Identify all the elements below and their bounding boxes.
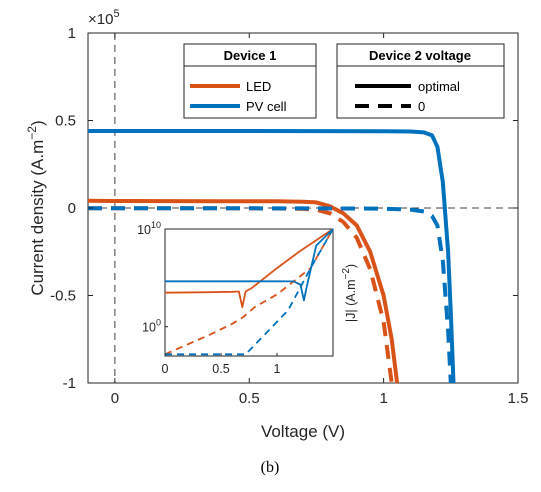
legend-voltage: Device 2 voltage optimal 0: [336, 43, 505, 119]
x-axis-label: Voltage (V): [261, 422, 345, 441]
legend-pv-label: PV cell: [246, 99, 287, 114]
y-tick-label: -1: [63, 375, 76, 392]
x-tick-label: 1.5: [508, 390, 529, 407]
x-tick-label: 0: [111, 390, 119, 407]
series-line-led-solid: [87, 198, 400, 384]
inset-axis-ticks: 0 0.5 1 100 1010: [137, 220, 280, 376]
inset-y-tick-label: 1010: [137, 220, 161, 237]
inset-series-lines: [164, 228, 334, 356]
y-axis-label: Current density (A.m−2): [25, 120, 47, 295]
legend-device: Device 1 LED PV cell: [183, 43, 317, 119]
series-line-pv-cell-dashed: [88, 206, 453, 384]
y-tick-label: 0: [68, 200, 76, 217]
inset-x-tick-label: 0.5: [212, 362, 229, 376]
legend-optimal-label: optimal: [418, 79, 460, 94]
y-tick-label: 1: [68, 25, 76, 42]
series-line-pv-cell-solid: [88, 129, 456, 384]
inset-y-tick-label: 100: [142, 318, 161, 335]
inset-x-tick-label: 0: [162, 362, 169, 376]
y-tick-label: 0.5: [55, 113, 76, 130]
inset-series-line-pv-cell-dashed: [165, 228, 334, 356]
inset-series-line-led-solid: [164, 228, 334, 309]
x-tick-label: 0.5: [239, 390, 260, 407]
legend-device-title: Device 1: [224, 48, 277, 63]
x-tick-label: 1: [379, 390, 387, 407]
legend-zero-label: 0: [418, 99, 425, 114]
figure-caption: (b): [261, 459, 280, 476]
inset-series-line-led-dashed: [164, 228, 334, 356]
legend-led-label: LED: [246, 79, 271, 94]
inset-chart: 0 0.5 1 100 1010 |J| (A.m−2): [137, 220, 358, 376]
main-series-lines: [87, 129, 456, 384]
inset-series-line-pv-cell-solid: [165, 228, 334, 302]
y-tick-label: -0.5: [50, 288, 76, 305]
inset-x-tick-label: 1: [274, 362, 281, 376]
main-axis-ticks: 0 0.5 1 1.5 -1 -0.5 0 0.5 1: [50, 25, 528, 407]
y-multiplier-label: ×105: [88, 8, 120, 28]
inset-y-axis-label: |J| (A.m−2): [341, 264, 358, 322]
legend-voltage-title: Device 2 voltage: [369, 48, 471, 63]
